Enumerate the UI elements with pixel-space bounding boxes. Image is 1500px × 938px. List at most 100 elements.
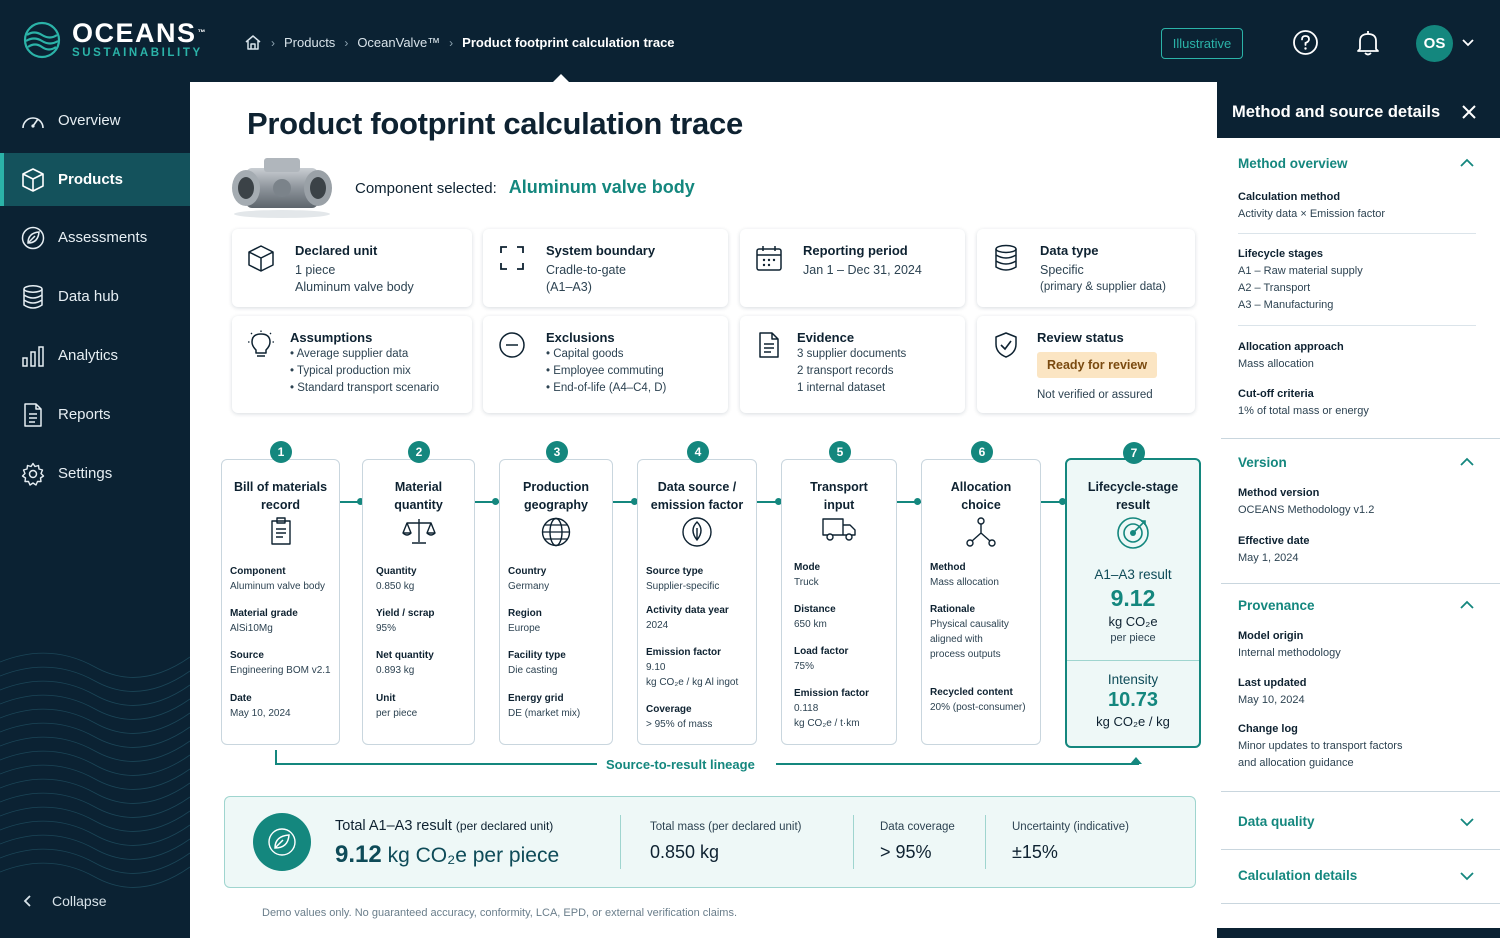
card-title: Evidence bbox=[797, 330, 855, 345]
minus-circle-icon bbox=[499, 332, 525, 358]
accordion-provenance[interactable]: Provenance bbox=[1238, 598, 1315, 613]
total-mass-value: 0.850 kg bbox=[650, 842, 720, 862]
trace-step-transport-input[interactable]: 5 Transport input Mode Truck Distance 650 k… bbox=[781, 441, 897, 745]
chevron-left-icon bbox=[23, 895, 31, 907]
card-line: (primary & supplier data) bbox=[1040, 281, 1166, 293]
sidebar-item-label: Data hub bbox=[58, 288, 119, 305]
trace-step-bom[interactable]: 1 Bill of materials record Component Alumi… bbox=[221, 441, 340, 745]
sidebar-item-reports[interactable]: Reports bbox=[0, 388, 190, 441]
calendar-icon bbox=[756, 246, 782, 271]
card-assumptions: Assumptions • Average supplier data • Ty… bbox=[232, 316, 472, 413]
version-effective-date: Effective date May 1, 2024 bbox=[1238, 535, 1310, 564]
trace-step-material-quantity[interactable]: 2 Material quantity Quantity 0.850 kg Yiel… bbox=[362, 441, 475, 745]
wave-pattern-decoration bbox=[0, 652, 190, 888]
result-unit: kg CO₂e bbox=[1108, 614, 1158, 629]
chevron-down-icon[interactable] bbox=[1459, 816, 1475, 828]
page-title: Product footprint calculation trace bbox=[247, 106, 743, 141]
trace-step-production-geography[interactable]: 3 Production geography Country Germany Reg… bbox=[499, 441, 613, 745]
connector-line bbox=[1041, 501, 1065, 503]
close-icon[interactable] bbox=[1461, 104, 1477, 120]
sidebar-item-data-hub[interactable]: Data hub bbox=[0, 270, 190, 323]
component-selector[interactable]: Component selected: Aluminum valve body bbox=[355, 177, 695, 198]
card-title: Declared unit bbox=[295, 243, 378, 258]
database-icon bbox=[23, 284, 43, 309]
chevron-down-icon[interactable] bbox=[1459, 870, 1475, 882]
step-title: Material quantity bbox=[394, 480, 443, 512]
oceans-logo[interactable]: OCEANS™ SUSTAINABILITY bbox=[22, 20, 207, 60]
card-line: Specific bbox=[1040, 263, 1084, 277]
divider bbox=[1238, 325, 1476, 326]
trace-step-emission-factor[interactable]: 4 Data source / emission factor Source ty… bbox=[637, 441, 757, 745]
step-number: 3 bbox=[546, 441, 568, 463]
step-field: Material grade AlSi10Mg bbox=[230, 608, 298, 634]
step-field: Region Europe bbox=[508, 608, 542, 634]
accordion-data-quality[interactable]: Data quality bbox=[1238, 814, 1315, 829]
method-details-panel: Method and source details Method overvie… bbox=[1217, 82, 1500, 928]
method-allocation: Allocation approach Mass allocation bbox=[1238, 341, 1344, 370]
avatar[interactable]: OS bbox=[1416, 25, 1453, 62]
home-icon[interactable] bbox=[244, 34, 262, 51]
connector-dot bbox=[1059, 498, 1066, 505]
card-declared-unit: Declared unit 1 piece Aluminum valve bod… bbox=[232, 229, 472, 307]
breadcrumb-oceanvalve[interactable]: OceanValve™ bbox=[357, 35, 441, 50]
card-data-type: Data type Specific (primary & supplier d… bbox=[977, 229, 1195, 307]
sidebar-item-assessments[interactable]: Assessments bbox=[0, 211, 190, 264]
breadcrumb: › Products › OceanValve™ › Product footp… bbox=[244, 34, 675, 51]
network-nodes-icon bbox=[966, 517, 996, 547]
step-field: Mode Truck bbox=[794, 562, 821, 588]
trace-step-allocation-choice[interactable]: 6 Allocation choice Method Mass allocation… bbox=[921, 441, 1041, 745]
step-field: Source type Supplier-specific bbox=[646, 566, 720, 592]
bell-icon[interactable] bbox=[1355, 29, 1381, 57]
component-value[interactable]: Aluminum valve body bbox=[508, 177, 695, 197]
step-field: Coverage > 95% of mass bbox=[646, 704, 713, 730]
card-title: Reporting period bbox=[803, 243, 908, 258]
connector-line bbox=[475, 501, 499, 503]
chevron-up-icon[interactable] bbox=[1459, 599, 1475, 611]
data-coverage-value: > 95% bbox=[880, 842, 932, 862]
connector-dot bbox=[914, 498, 921, 505]
card-title: Assumptions bbox=[290, 330, 373, 345]
collapse-button[interactable]: Collapse bbox=[22, 893, 106, 909]
sidebar-item-products[interactable]: Products bbox=[0, 153, 190, 206]
chevron-up-icon[interactable] bbox=[1459, 456, 1475, 468]
step-number: 1 bbox=[270, 441, 292, 463]
connector-dot bbox=[631, 498, 638, 505]
divider bbox=[1221, 583, 1500, 584]
step-title: Lifecycle-stage result bbox=[1087, 480, 1179, 512]
globe-icon bbox=[541, 517, 571, 547]
step-field: Method Mass allocation bbox=[930, 562, 999, 588]
step-number: 2 bbox=[408, 441, 430, 463]
step-field: Activity data year 2024 bbox=[646, 605, 729, 631]
illustrative-badge: Illustrative bbox=[1161, 28, 1243, 59]
step-field: Component Aluminum valve body bbox=[230, 566, 326, 592]
card-title: Data type bbox=[1040, 243, 1099, 258]
total-value: 9.12 kg CO₂e per piece bbox=[335, 841, 560, 868]
accordion-method-overview[interactable]: Method overview bbox=[1238, 156, 1348, 171]
step-number: 5 bbox=[829, 441, 851, 463]
result-label: A1–A3 result bbox=[1094, 567, 1172, 582]
database-icon bbox=[995, 244, 1017, 271]
sidebar-item-settings[interactable]: Settings bbox=[0, 447, 190, 500]
chevron-up-icon[interactable] bbox=[1459, 157, 1475, 169]
breadcrumb-current: Product footprint calculation trace bbox=[462, 35, 675, 50]
card-title: Review status bbox=[1037, 330, 1124, 345]
globe-wave-logo-icon bbox=[23, 21, 61, 59]
clipboard-icon bbox=[270, 517, 291, 545]
breadcrumb-separator: › bbox=[449, 35, 454, 50]
sidebar-item-analytics[interactable]: Analytics bbox=[0, 329, 190, 382]
breadcrumb-products[interactable]: Products bbox=[284, 35, 336, 50]
uncertainty-label: Uncertainty (indicative) bbox=[1012, 821, 1129, 833]
card-reporting-period: Reporting period Jan 1 – Dec 31, 2024 bbox=[740, 229, 965, 307]
lineage-line bbox=[275, 763, 597, 765]
sidebar-item-overview[interactable]: Overview bbox=[0, 94, 190, 147]
intensity-unit: kg CO₂e / kg bbox=[1096, 714, 1170, 729]
help-icon[interactable] bbox=[1292, 29, 1319, 56]
chevron-down-icon[interactable] bbox=[1461, 36, 1475, 50]
step-field: Facility type Die casting bbox=[508, 650, 566, 676]
trace-step-lifecycle-result[interactable]: 7 Lifecycle-stage result A1–A3 result 9.1… bbox=[1065, 442, 1201, 748]
boundary-frame-icon bbox=[500, 246, 524, 270]
accordion-calculation-details[interactable]: Calculation details bbox=[1238, 868, 1358, 883]
method-cutoff: Cut-off criteria 1% of total mass or ener… bbox=[1238, 388, 1369, 417]
step-number: 7 bbox=[1123, 442, 1145, 464]
accordion-version[interactable]: Version bbox=[1238, 455, 1287, 470]
